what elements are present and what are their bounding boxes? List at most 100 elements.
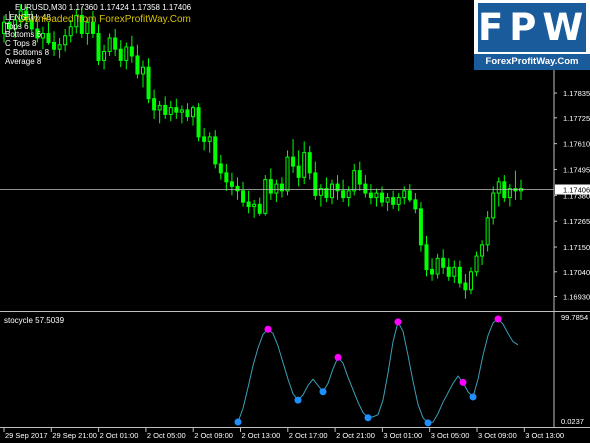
candle xyxy=(385,193,390,212)
candle xyxy=(52,31,57,56)
param-line: Tops 6 xyxy=(5,21,29,31)
candle-body-bear xyxy=(29,19,34,30)
time-label: 2 Oct 21:00 xyxy=(336,431,375,440)
candle xyxy=(302,141,307,185)
candle-body-bear xyxy=(235,185,240,192)
time-label: 2 Oct 09:00 xyxy=(194,431,233,440)
time-label: 3 Oct 01:00 xyxy=(383,431,422,440)
candle-body-bear xyxy=(291,156,296,167)
candle-body-bull xyxy=(168,107,173,115)
candle xyxy=(507,184,512,207)
candle-body-bear xyxy=(430,269,435,275)
candle xyxy=(341,179,346,203)
candle xyxy=(352,163,357,196)
candle xyxy=(57,37,62,59)
price-label: 1.17610 xyxy=(563,140,590,149)
candle xyxy=(68,19,73,43)
candle-body-bull xyxy=(252,203,257,208)
candle xyxy=(285,150,290,196)
candle-body-bull xyxy=(346,190,351,199)
candle xyxy=(218,154,223,180)
candle-body-bull xyxy=(496,181,501,194)
candle xyxy=(191,105,196,126)
candle xyxy=(224,163,229,191)
candle-body-bear xyxy=(441,257,446,268)
time-label: 29 Sep 2017 xyxy=(5,431,48,440)
price-label: 1.17380 xyxy=(563,191,590,200)
param-line: C Tops 8 xyxy=(5,39,37,49)
candle xyxy=(85,17,90,45)
candle xyxy=(413,193,418,214)
candle xyxy=(329,179,334,205)
candle-body-bear xyxy=(313,172,318,196)
candle xyxy=(368,184,373,205)
candle xyxy=(335,175,340,200)
candle-body-bull xyxy=(2,21,6,34)
price-label: 1.16930 xyxy=(563,293,590,302)
candle-body-bear xyxy=(463,282,468,291)
price-label: 1.17495 xyxy=(563,165,590,174)
candle-body-bull xyxy=(57,44,62,50)
candle-body-bear xyxy=(52,41,57,50)
current-price-tag xyxy=(555,184,590,195)
candle-body-bear xyxy=(96,32,101,61)
candle-body-bear xyxy=(279,183,284,192)
candle-body-bull xyxy=(74,14,79,28)
candle xyxy=(163,96,168,119)
candle-body-bear xyxy=(35,28,40,39)
candle-body-bull xyxy=(63,35,68,46)
candle xyxy=(35,19,40,43)
candle xyxy=(18,4,23,27)
candle-body-bear xyxy=(307,152,312,174)
candle xyxy=(13,15,18,38)
candle xyxy=(124,42,129,70)
candle xyxy=(279,177,284,198)
candle-body-bear xyxy=(407,190,412,201)
candle xyxy=(241,181,246,207)
cycle-bottom-dot xyxy=(469,393,477,401)
candle xyxy=(174,98,179,119)
candle-body-bear xyxy=(90,21,95,34)
candle xyxy=(146,58,151,104)
candle xyxy=(213,130,218,169)
cycle-bottom-dot xyxy=(364,414,372,422)
param-line: Bottoms 6 xyxy=(5,30,42,40)
candle xyxy=(480,240,485,266)
candle xyxy=(29,10,34,34)
price-label: 1.17725 xyxy=(563,114,590,123)
candle-body-bull xyxy=(452,266,457,277)
candle-body-bear xyxy=(7,21,12,30)
current-price-label: 1.17406 xyxy=(563,185,590,194)
candle xyxy=(263,175,268,216)
candle-body-bear xyxy=(185,109,190,118)
stocycle-line xyxy=(237,318,519,424)
candle xyxy=(40,26,45,50)
candle xyxy=(318,184,323,207)
candle-body-bull xyxy=(107,37,112,52)
time-label: 2 Oct 13:00 xyxy=(242,431,281,440)
candle-body-bear xyxy=(324,188,329,199)
candle xyxy=(229,172,234,196)
candle xyxy=(185,103,190,122)
logo-text: FPW xyxy=(478,3,586,52)
param-line: Average 8 xyxy=(5,56,42,66)
candle xyxy=(7,10,12,34)
candle xyxy=(157,100,162,124)
candle xyxy=(152,89,157,119)
candle-body-bear xyxy=(79,14,84,34)
candle xyxy=(90,10,95,38)
candle xyxy=(313,161,318,200)
candle-body-bull xyxy=(263,179,268,214)
price-label: 1.17040 xyxy=(563,268,590,277)
candle xyxy=(207,132,212,153)
candle xyxy=(129,35,134,63)
candle-body-bear xyxy=(424,244,429,271)
candle xyxy=(102,44,107,70)
time-label: 2 Oct 01:00 xyxy=(100,431,139,440)
candle-body-bear xyxy=(213,136,218,165)
candle xyxy=(46,22,51,45)
cycle-bottom-dot xyxy=(294,396,302,404)
candle-body-bear xyxy=(246,201,251,208)
